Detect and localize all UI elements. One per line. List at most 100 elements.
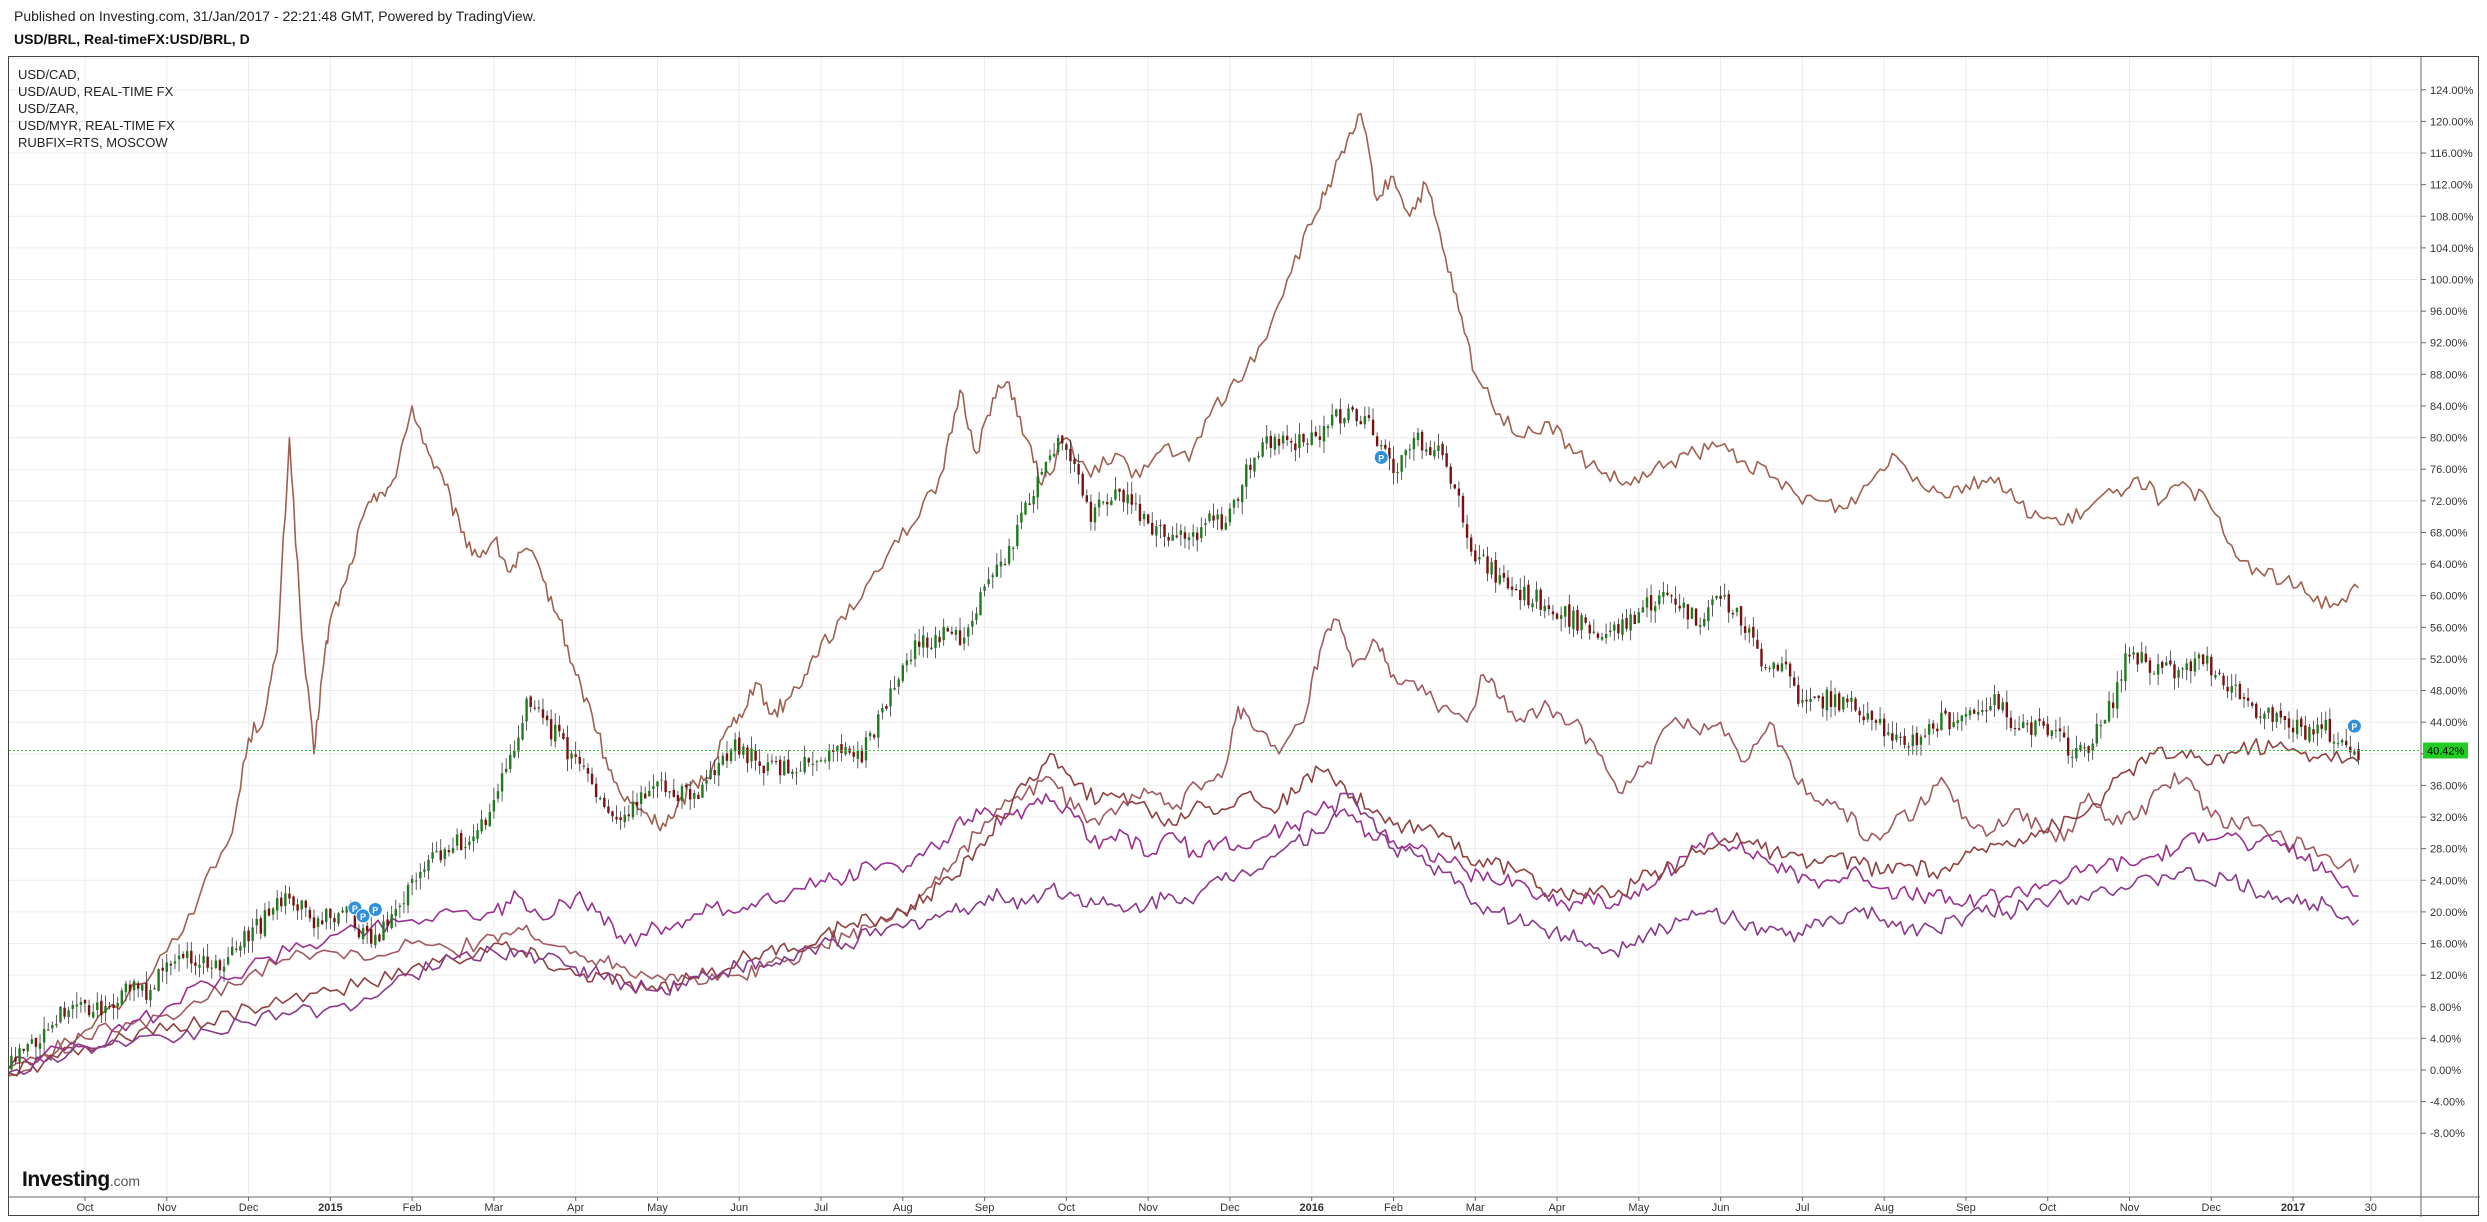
candle-body	[1727, 594, 1730, 613]
candle-body	[1989, 705, 1992, 711]
candle-body	[1482, 554, 1485, 556]
candle-body	[210, 967, 213, 969]
candle-body	[1380, 445, 1383, 447]
candle-body	[840, 743, 843, 753]
candle-body	[2013, 728, 2017, 730]
y-tick-label: 20.00%	[2430, 907, 2468, 919]
candle-body	[1302, 433, 1305, 443]
candle-body	[1273, 436, 1277, 450]
candle-body	[2173, 664, 2176, 679]
candle-body	[136, 983, 140, 989]
candle-body	[1281, 435, 1285, 444]
candle-body	[877, 714, 880, 738]
candle-body	[1523, 586, 1526, 601]
candle-body	[582, 765, 586, 767]
candle-body	[2308, 726, 2311, 742]
candle-body	[1306, 443, 1309, 445]
candle-body	[860, 749, 864, 763]
candle-body	[1821, 696, 1825, 709]
candle-body	[627, 814, 631, 817]
candle-body	[2066, 737, 2070, 756]
candle-body	[823, 760, 827, 762]
candle-body	[1400, 455, 1403, 472]
candle-body	[1474, 550, 1477, 562]
candle-body	[1081, 473, 1084, 496]
candle-body	[1445, 453, 1448, 467]
candle-body	[2050, 730, 2054, 736]
candle-body	[1388, 447, 1391, 459]
event-marker-2	[367, 902, 383, 918]
candle-body	[922, 635, 925, 648]
candle-body	[668, 791, 671, 793]
x-tick-label: Apr	[567, 1202, 584, 1214]
candle-body	[778, 759, 782, 776]
candle-body	[1146, 514, 1150, 524]
candle-body	[333, 917, 336, 923]
candle-body	[231, 946, 234, 956]
candle-body	[1572, 610, 1575, 630]
candle-body	[1036, 476, 1039, 498]
candle-body	[1592, 631, 1596, 633]
candle-body	[1122, 490, 1125, 503]
candle-body	[194, 962, 197, 966]
candle-body	[284, 893, 287, 907]
candle-body	[1240, 484, 1244, 503]
candle-body	[190, 950, 193, 964]
candle-body	[476, 830, 479, 839]
candle-body	[774, 761, 778, 763]
candle-body	[713, 770, 716, 776]
candle-body	[1204, 523, 1207, 525]
candle-body	[1805, 699, 1808, 702]
candle-body	[721, 755, 725, 765]
candle-body	[316, 918, 320, 927]
x-tick-label: 2015	[318, 1202, 342, 1214]
candle-body	[619, 817, 622, 821]
candle-body	[717, 763, 720, 776]
candle-body	[390, 914, 393, 929]
candle-body	[578, 756, 581, 764]
chart-frame[interactable]: -8.00% -4.00% 0.00% 4.00% 8.00% 12.00% 16.00% 2…	[8, 56, 2480, 1217]
candle-body	[1891, 733, 1894, 741]
candle-body	[2152, 673, 2156, 675]
candle-body	[2263, 713, 2266, 720]
chart-canvas[interactable]: -8.00% -4.00% 0.00% 4.00% 8.00% 12.00% 16.00% 2…	[9, 57, 2480, 1217]
candle-body	[280, 897, 283, 907]
candle-body	[1772, 662, 1775, 669]
candle-body	[271, 908, 275, 915]
candle-body	[529, 696, 532, 707]
candle-body	[1208, 513, 1211, 521]
legend-item-usd-zar: USD/ZAR,	[18, 101, 79, 116]
candle-body	[1396, 471, 1399, 474]
series-line-0	[9, 112, 2360, 1077]
candle-body	[1498, 575, 1501, 584]
candle-body	[1253, 457, 1256, 472]
candle-body	[2046, 723, 2049, 736]
candle-body	[1020, 512, 1023, 523]
candle-body	[2091, 743, 2094, 751]
candle-body	[1420, 431, 1424, 451]
candle-body	[304, 900, 308, 908]
candle-body	[1674, 598, 1677, 605]
candle-body	[2353, 751, 2356, 755]
legend-item-usd-aud: USD/AUD, REAL-TIME FX	[18, 84, 174, 99]
y-tick-label: 52.00%	[2430, 654, 2468, 666]
legend-item-usd-cad: USD/CAD,	[18, 67, 81, 82]
candle-body	[2287, 718, 2291, 728]
candle-body	[962, 637, 966, 644]
candle-body	[492, 799, 496, 812]
y-tick-label: 72.00%	[2430, 496, 2468, 508]
candle-body	[1837, 693, 1841, 711]
candle-body	[439, 850, 442, 861]
candle-body	[545, 715, 549, 721]
candle-body	[819, 760, 823, 762]
candle-body	[1335, 409, 1338, 417]
candle-body	[885, 706, 888, 709]
candle-body	[856, 750, 860, 759]
candle-body	[2136, 652, 2139, 665]
candle-body	[1044, 462, 1048, 473]
candle-body	[1833, 694, 1837, 708]
candle-body	[2201, 654, 2205, 664]
candle-body	[1138, 503, 1142, 522]
candle-body	[419, 871, 422, 879]
candle-body	[958, 630, 962, 645]
